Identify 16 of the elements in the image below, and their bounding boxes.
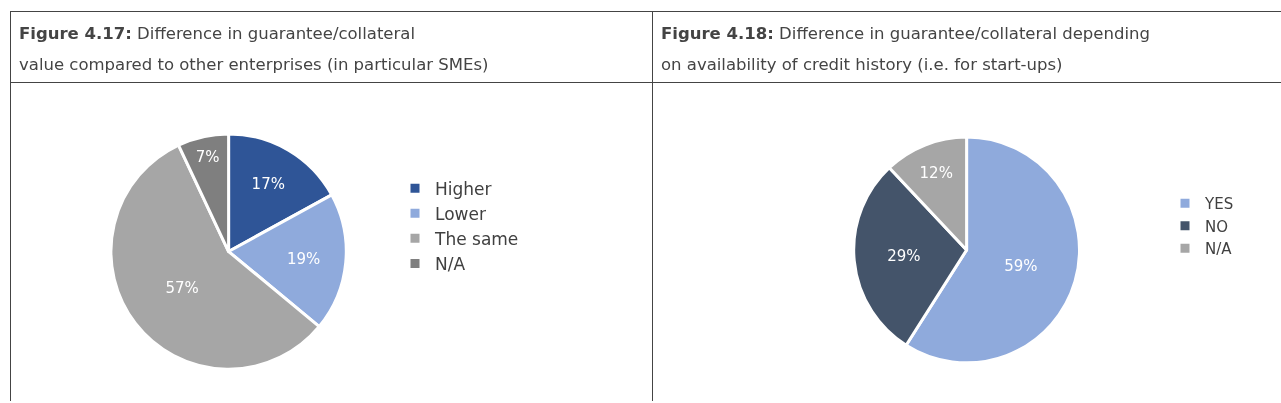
legend-label: NO bbox=[1205, 217, 1229, 236]
legend-label: N/A bbox=[1205, 240, 1233, 259]
legend-label: The same bbox=[434, 228, 519, 249]
legend-label: Lower bbox=[435, 203, 486, 224]
legend-label: N/A bbox=[435, 254, 466, 275]
legend-label: Higher bbox=[435, 178, 492, 199]
data-label: 59% bbox=[1004, 256, 1038, 275]
data-label: 19% bbox=[286, 249, 321, 268]
data-label: 7% bbox=[195, 148, 220, 167]
data-label: 17% bbox=[251, 175, 285, 194]
legend-label: YES bbox=[1204, 195, 1234, 214]
chart-title: Figure 4.17: Difference in guarantee/collateral value compared to other enterprises (in particular SMEs) bbox=[11, 11, 652, 83]
data-label: 29% bbox=[887, 246, 921, 265]
chart-title: Figure 4.18: Difference in guarantee/collateral depending on availability of credit history (i.e. for start-ups) bbox=[653, 11, 1281, 83]
data-label: 12% bbox=[919, 164, 953, 183]
data-label: 57% bbox=[165, 278, 199, 297]
